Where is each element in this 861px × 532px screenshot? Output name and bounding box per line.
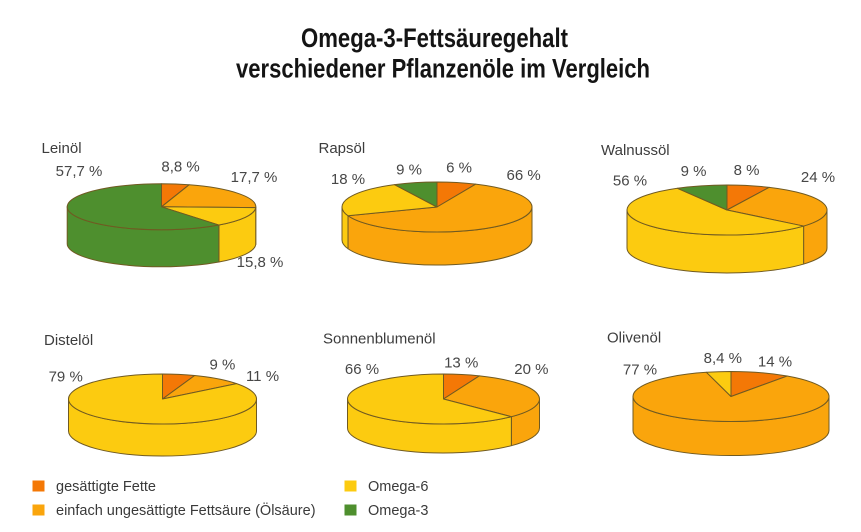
svg-text:15,8 %: 15,8 % [237, 254, 284, 271]
svg-text:Sonnenblumenöl: Sonnenblumenöl [323, 331, 436, 348]
svg-text:66 %: 66 % [345, 361, 379, 378]
svg-text:17,7 %: 17,7 % [231, 169, 278, 186]
svg-text:Omega-3-Fettsäuregehalt: Omega-3-Fettsäuregehalt [301, 23, 568, 53]
svg-text:57,7 %: 57,7 % [56, 163, 103, 180]
svg-text:8 %: 8 % [734, 162, 760, 179]
svg-text:8,4 %: 8,4 % [704, 350, 742, 367]
svg-text:66 %: 66 % [506, 167, 540, 184]
svg-text:11 %: 11 % [246, 368, 279, 385]
svg-text:Omega-3: Omega-3 [368, 503, 428, 519]
svg-text:Rapsöl: Rapsöl [319, 140, 366, 157]
svg-text:20 %: 20 % [514, 361, 548, 378]
svg-text:einfach ungesättigte Fettsäure: einfach ungesättigte Fettsäure (Ölsäure) [56, 501, 316, 519]
svg-text:Olivenöl: Olivenöl [607, 330, 661, 347]
svg-text:Omega-6: Omega-6 [368, 479, 428, 495]
svg-text:gesättigte Fette: gesättigte Fette [56, 479, 156, 495]
svg-text:13 %: 13 % [444, 354, 478, 371]
svg-text:9 %: 9 % [209, 357, 235, 374]
svg-text:Walnussöl: Walnussöl [601, 142, 670, 159]
svg-text:56 %: 56 % [613, 173, 647, 190]
svg-text:18 %: 18 % [331, 171, 365, 188]
svg-text:8,8 %: 8,8 % [161, 159, 199, 176]
svg-text:14 %: 14 % [758, 354, 792, 371]
svg-text:9 %: 9 % [681, 163, 707, 180]
svg-text:verschiedener Pflanzenöle im V: verschiedener Pflanzenöle im Vergleich [236, 54, 650, 84]
svg-text:Distelöl: Distelöl [44, 332, 93, 349]
svg-text:6 %: 6 % [446, 160, 472, 177]
svg-text:Leinöl: Leinöl [42, 140, 82, 157]
svg-text:9 %: 9 % [396, 162, 422, 179]
svg-text:79 %: 79 % [49, 369, 83, 386]
svg-text:24 %: 24 % [801, 169, 835, 186]
svg-text:77 %: 77 % [623, 362, 657, 379]
